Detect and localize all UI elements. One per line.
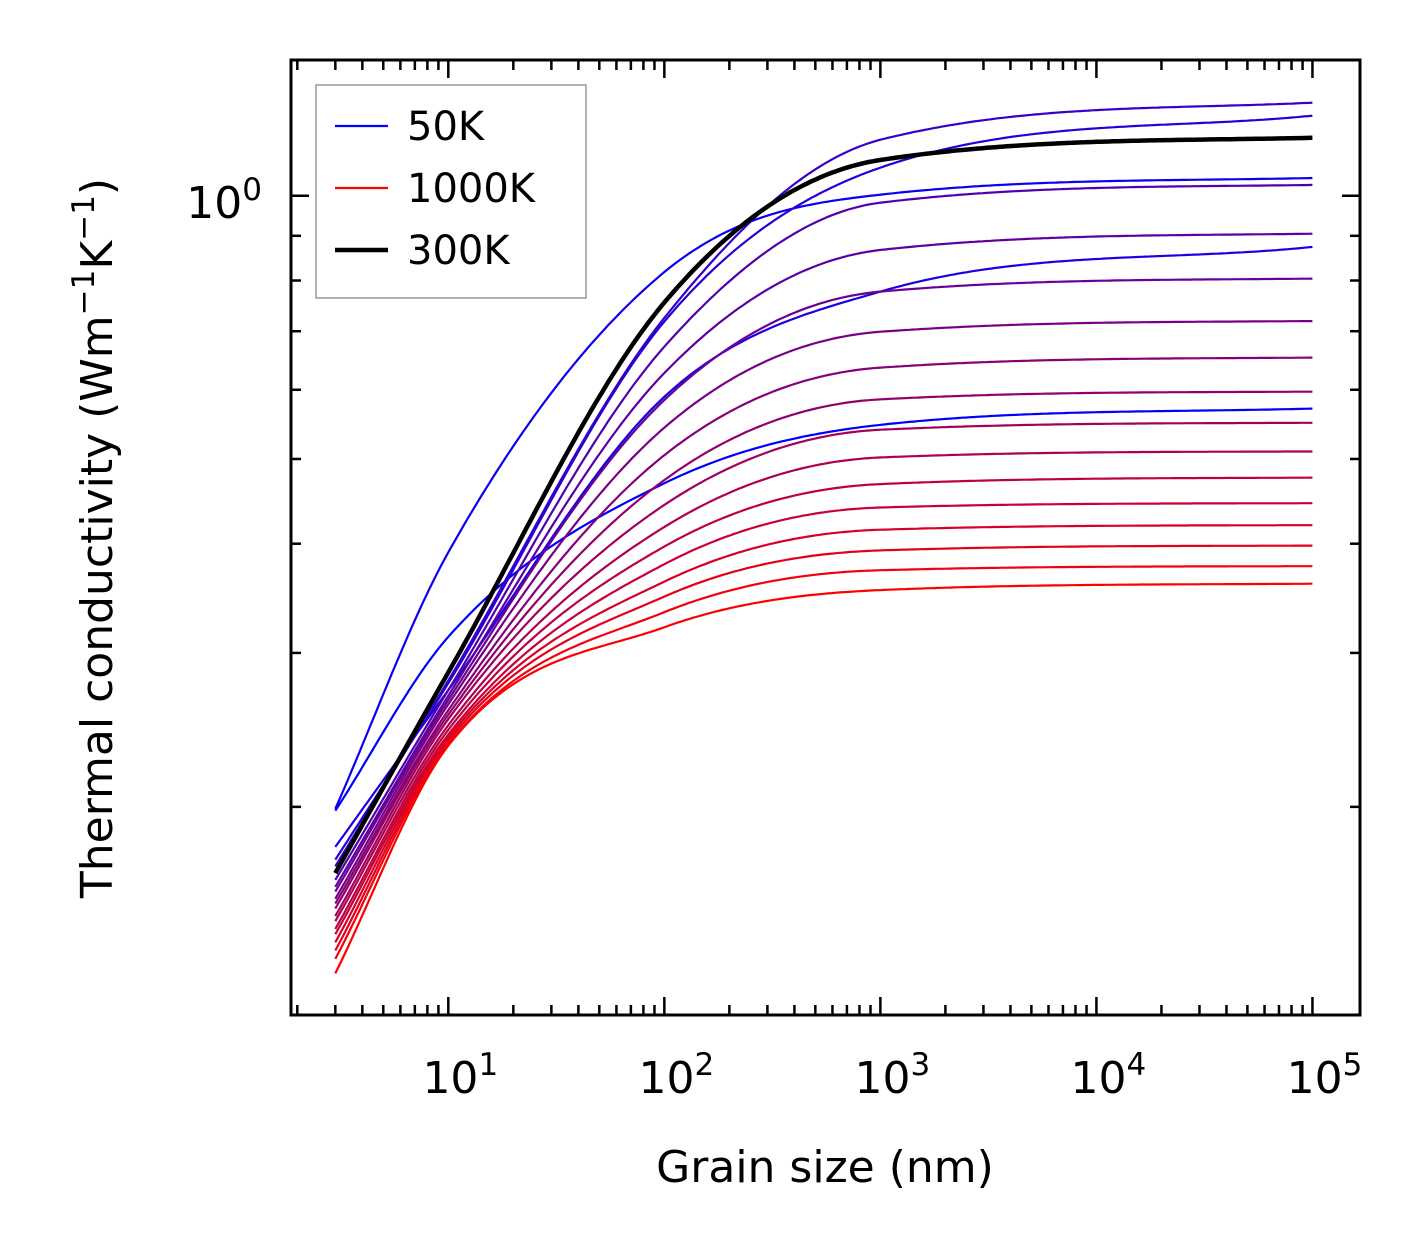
series-line-450K (334, 277, 1313, 893)
series-line-900K (334, 544, 1313, 952)
x-tick-label: 104 (1071, 1047, 1147, 1104)
tick-labels-layer: 101 102 103 104 105 100 (186, 172, 1362, 1104)
series-line-1000K (334, 582, 1313, 974)
series-line-700K (334, 450, 1313, 922)
series-line-150K (334, 245, 1313, 848)
x-tick-label: 105 (1287, 1047, 1363, 1104)
series-line-50K (334, 407, 1313, 812)
series-line-850K (334, 524, 1313, 943)
series-line-800K (334, 502, 1313, 935)
series-line-100K (334, 176, 1313, 810)
legend-label-50K: 50K (407, 104, 486, 150)
series-line-750K (334, 476, 1313, 930)
series-line-550K (334, 356, 1313, 905)
x-axis-label: Grain size (nm) (656, 1142, 994, 1193)
legend-label-300K: 300K (407, 228, 511, 274)
ticks-layer (291, 60, 1360, 1015)
legend: 50K 1000K 300K (315, 84, 587, 299)
y-tick-label: 100 (186, 172, 262, 229)
y-axis-label: Thermal conductivity (Wm−1K−1) (66, 178, 123, 899)
series-line-250K (334, 101, 1313, 867)
legend-box (315, 84, 587, 299)
x-tick-label: 103 (855, 1047, 931, 1104)
series-layer (333, 101, 1313, 974)
x-tick-label: 102 (638, 1047, 714, 1104)
series-line-300K (333, 135, 1313, 875)
series-line-650K (334, 421, 1313, 917)
series-line-950K (334, 565, 1313, 960)
series-line-400K (334, 232, 1313, 888)
series-line-500K (334, 320, 1313, 900)
legend-label-1000K: 1000K (407, 166, 537, 212)
series-line-350K (334, 183, 1313, 881)
series-line-600K (334, 390, 1313, 910)
plot-frame (289, 58, 1362, 1017)
x-tick-label: 101 (422, 1047, 498, 1104)
series-line-200K (334, 114, 1313, 861)
